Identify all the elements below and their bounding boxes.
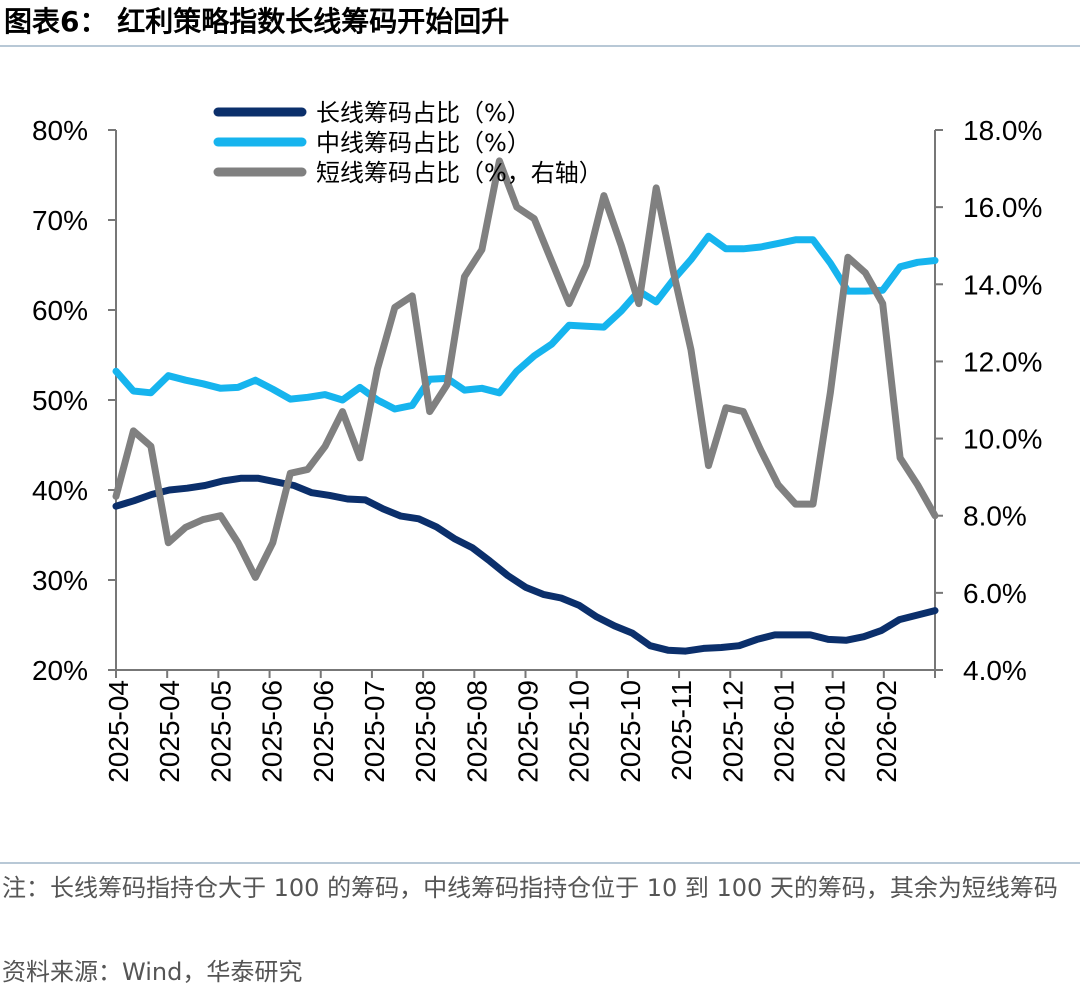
x-tick-label: 2025-04 — [154, 680, 185, 783]
series-line-3 — [112, 157, 939, 581]
x-tick-label: 2025-06 — [257, 680, 288, 783]
x-tick-label: 2025-11 — [666, 680, 697, 781]
right-tick-label: 4.0% — [963, 655, 1027, 686]
x-tick-label: 2025-10 — [615, 680, 646, 783]
series-line-1 — [112, 474, 939, 655]
right-tick-label: 14.0% — [963, 269, 1042, 300]
left-tick-label: 40% — [32, 475, 88, 506]
x-tick-label: 2025-04 — [103, 680, 134, 783]
x-tick-label: 2025-10 — [564, 680, 595, 783]
footnote: 注：长线筹码指持仓大于 100 的筹码，中线筹码指持仓位于 10 到 100 天… — [2, 874, 1058, 902]
legend-label-3: 短线筹码占比（%，右轴） — [316, 159, 603, 187]
x-tick-label: 2026-01 — [820, 680, 851, 783]
x-tick-label: 2025-08 — [461, 680, 492, 783]
x-tick-label: 2026-02 — [871, 680, 902, 783]
x-tick-label: 2025-09 — [513, 680, 544, 783]
chart-legend: 长线筹码占比（%）中线筹码占比（%）短线筹码占比（%，右轴） — [213, 99, 603, 187]
left-tick-label: 80% — [32, 115, 88, 146]
series-line-2 — [112, 232, 939, 413]
right-tick-label: 16.0% — [963, 192, 1042, 223]
note-divider — [0, 862, 1080, 864]
left-tick-label: 60% — [32, 295, 88, 326]
left-tick-label: 20% — [32, 655, 88, 686]
left-tick-label: 50% — [32, 385, 88, 416]
left-tick-label: 30% — [32, 565, 88, 596]
x-tick-label: 2025-07 — [359, 680, 390, 783]
x-tick-label: 2025-08 — [410, 680, 441, 783]
x-tick-label: 2025-12 — [717, 680, 748, 783]
x-tick-label: 2026-01 — [768, 680, 799, 783]
legend-label-1: 长线筹码占比（%） — [316, 99, 531, 127]
right-tick-label: 12.0% — [963, 346, 1042, 377]
source-text: 资料来源：Wind，华泰研究 — [2, 958, 303, 986]
figure-title: 图表6： 红利策略指数长线筹码开始回升 — [4, 5, 510, 38]
right-tick-label: 10.0% — [963, 424, 1042, 455]
right-tick-label: 6.0% — [963, 578, 1027, 609]
legend-label-2: 中线筹码占比（%） — [316, 129, 531, 157]
chart-series — [112, 157, 939, 655]
title-divider — [0, 45, 1080, 47]
chart-axes: 20% 30% 40% 50% 60% 70% 80% 4.0% 6.0% 8.0% 10.0% 12… — [32, 115, 1042, 783]
right-tick-label: 8.0% — [963, 501, 1027, 532]
x-tick-label: 2025-06 — [308, 680, 339, 783]
x-tick-label: 2025-05 — [205, 680, 236, 783]
left-tick-label: 70% — [32, 205, 88, 236]
line-chart: 20% 30% 40% 50% 60% 70% 80% 4.0% 6.0% 8.0% 10.0% 12… — [32, 99, 1042, 783]
right-tick-label: 18.0% — [963, 115, 1042, 146]
